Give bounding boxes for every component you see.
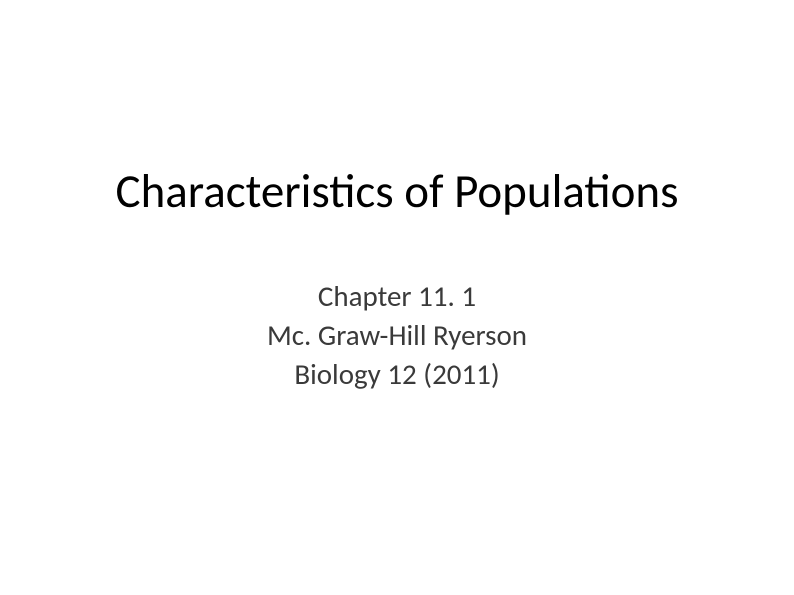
slide-subtitle-group: Chapter 11. 1 Mc. Graw-Hill Ryerson Biol… [267, 278, 527, 393]
subtitle-chapter: Chapter 11. 1 [318, 278, 476, 315]
slide-title: Characteristics of Populations [116, 162, 679, 220]
subtitle-publisher: Mc. Graw-Hill Ryerson [267, 317, 527, 354]
subtitle-course: Biology 12 (2011) [294, 356, 499, 393]
